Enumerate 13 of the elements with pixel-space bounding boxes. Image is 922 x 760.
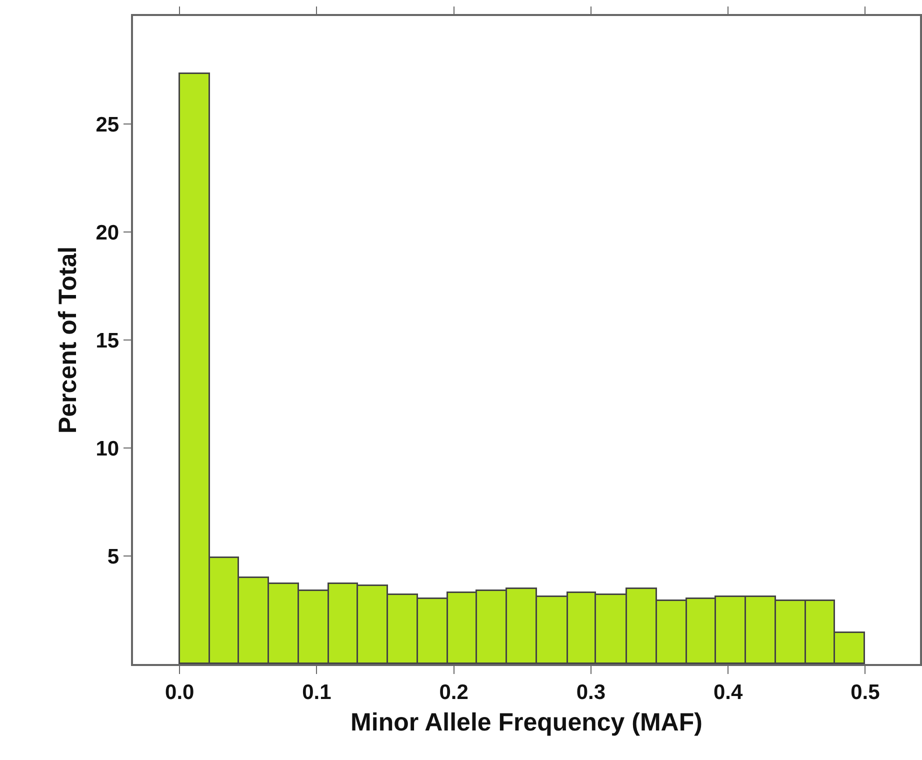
x-tick-label: 0.5 bbox=[850, 680, 880, 704]
x-tick-label: 0.3 bbox=[576, 680, 606, 704]
x-tick-label: 0.4 bbox=[713, 680, 743, 704]
y-tick-label: 5 bbox=[107, 545, 120, 568]
y-tick-label: 10 bbox=[96, 437, 120, 460]
x-tick-label: 0.0 bbox=[165, 680, 194, 704]
x-tick-label: 0.1 bbox=[302, 680, 332, 704]
x-tick-label: 0.2 bbox=[439, 680, 468, 704]
y-tick-label: 20 bbox=[96, 221, 120, 244]
y-tick-label: 25 bbox=[96, 113, 120, 136]
y-axis-title: Percent of Total bbox=[54, 246, 82, 434]
y-tick-label: 15 bbox=[96, 329, 120, 352]
x-axis-title: Minor Allele Frequency (MAF) bbox=[350, 708, 702, 736]
